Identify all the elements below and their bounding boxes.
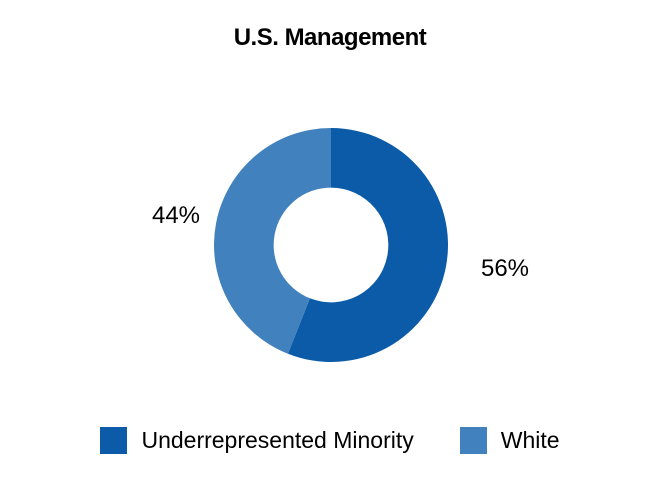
legend-label-underrepresented-minority: Underrepresented Minority bbox=[141, 427, 414, 453]
legend-item-underrepresented-minority: Underrepresented Minority bbox=[100, 427, 414, 454]
data-label-underrepresented-minority: 56% bbox=[480, 255, 530, 282]
donut-slice-underrepresented-minority bbox=[287, 128, 448, 362]
legend-swatch-underrepresented-minority bbox=[100, 427, 128, 454]
legend-swatch-white bbox=[459, 427, 487, 454]
donut-chart bbox=[214, 128, 448, 362]
legend-label-white: White bbox=[500, 427, 560, 453]
legend: Underrepresented Minority White bbox=[0, 427, 660, 454]
legend-item-white: White bbox=[459, 427, 560, 454]
data-label-white: 44% bbox=[151, 202, 201, 229]
donut-slice-white bbox=[214, 128, 331, 354]
chart-title: U.S. Management bbox=[233, 24, 427, 51]
